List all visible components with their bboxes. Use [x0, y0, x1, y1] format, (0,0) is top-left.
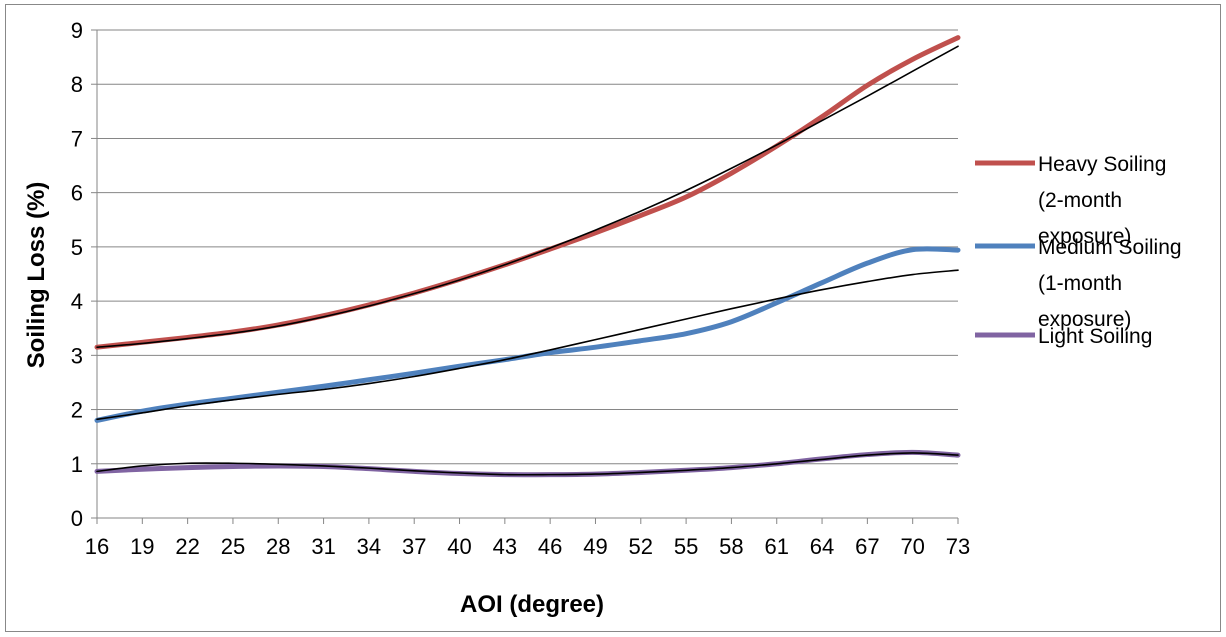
- legend-label: Light Soiling: [1038, 325, 1152, 348]
- trendline-2: [96, 269, 959, 421]
- x-axis-tick-labels: 16 19 22 25 28 31 34 37 40 43 46 49 52 55 58 61 64 67 70 73: [85, 534, 970, 559]
- y-tick-label: 1: [71, 452, 83, 477]
- y-axis-tick-labels: 0 1 2 3 4 5 6 7 8 9: [71, 18, 83, 531]
- chart-frame: [5, 4, 1221, 632]
- series-lines: [94, 35, 961, 478]
- x-tick-label: 25: [221, 534, 245, 559]
- x-tick-label: 22: [175, 534, 199, 559]
- legend-item-2: Medium Soiling (1-month exposure): [975, 236, 1182, 331]
- y-tick-label: 9: [71, 18, 83, 43]
- x-tick-label: 46: [538, 534, 562, 559]
- x-tick-label: 67: [855, 534, 879, 559]
- trendline-1: [96, 45, 959, 348]
- legend-label: exposure): [1038, 308, 1131, 331]
- x-tick-label: 40: [447, 534, 471, 559]
- legend-label: (2-month: [1038, 189, 1122, 212]
- x-tick-label: 16: [85, 534, 109, 559]
- y-tick-label: 5: [71, 235, 83, 260]
- x-tick-label: 31: [311, 534, 335, 559]
- legend-label: Medium Soiling: [1038, 236, 1182, 259]
- x-tick-label: 64: [810, 534, 834, 559]
- y-axis-title: Soiling Loss (%): [23, 182, 50, 369]
- x-tick-label: 43: [493, 534, 517, 559]
- y-tick-label: 2: [71, 398, 83, 423]
- x-tick-label: 61: [764, 534, 788, 559]
- y-tick-label: 0: [71, 506, 83, 531]
- x-tick-label: 49: [583, 534, 607, 559]
- legend-item-1: Heavy Soiling (2-month exposure): [975, 153, 1166, 248]
- x-tick-label: 28: [266, 534, 290, 559]
- x-tick-label: 58: [719, 534, 743, 559]
- y-tick-label: 6: [71, 181, 83, 206]
- trendline-3: [96, 452, 959, 476]
- x-tick-label: 37: [402, 534, 426, 559]
- x-tick-label: 73: [946, 534, 970, 559]
- legend-label: (1-month: [1038, 272, 1122, 295]
- legend-label: Heavy Soiling: [1038, 153, 1166, 176]
- x-tick-label: 70: [900, 534, 924, 559]
- y-tick-label: 7: [71, 126, 83, 151]
- legend-label: exposure): [1038, 225, 1131, 248]
- y-tick-label: 4: [71, 289, 83, 314]
- x-tick-label: 34: [357, 534, 381, 559]
- x-axis-title: AOI (degree): [460, 591, 604, 618]
- y-tick-label: 8: [71, 72, 83, 97]
- x-tick-label: 52: [629, 534, 653, 559]
- y-tick-label: 3: [71, 343, 83, 368]
- x-tick-label: 19: [130, 534, 154, 559]
- x-tick-label: 55: [674, 534, 698, 559]
- axes: [91, 29, 959, 524]
- series-line-2: [94, 246, 961, 423]
- legend-item-3: Light Soiling: [975, 325, 1152, 348]
